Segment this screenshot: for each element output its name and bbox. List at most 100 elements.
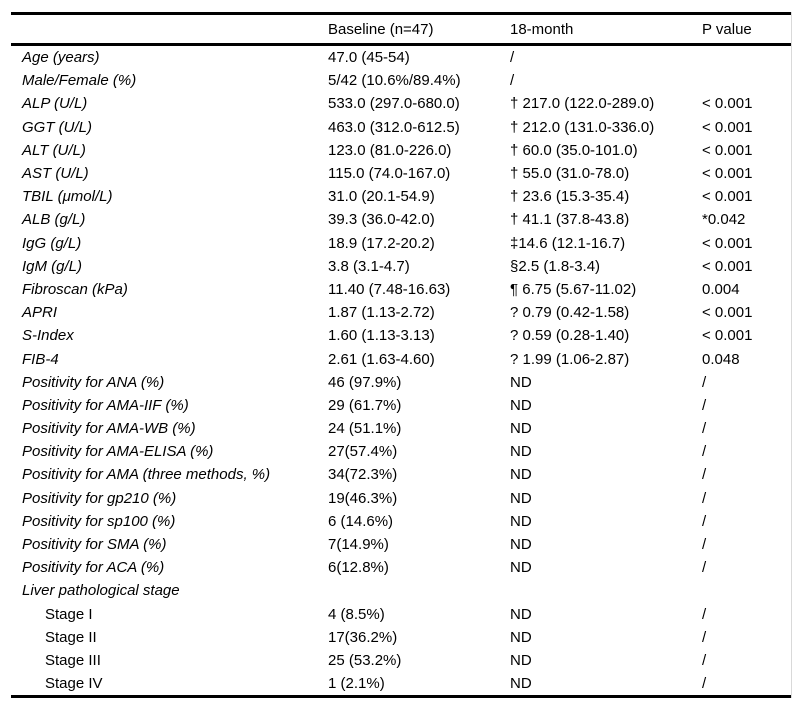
row-label: Positivity for AMA-IIF (%)	[22, 396, 189, 414]
month-cell: ? 0.79 (0.42-1.58)	[510, 304, 630, 322]
baseline-cell: 115.0 (74.0-167.0)	[328, 165, 451, 183]
month-cell: ND	[510, 512, 532, 530]
baseline-cell: 18.9 (17.2-20.2)	[328, 234, 435, 252]
row-label: Stage I	[45, 605, 93, 623]
table-right-edge-line	[791, 12, 792, 699]
table-row: Positivity for gp210 (%) 19(46.3%) ND /	[11, 487, 792, 510]
month-cell: ? 1.99 (1.06-2.87)	[510, 350, 630, 368]
month-cell: † 212.0 (131.0-336.0)	[510, 118, 655, 136]
row-label: Positivity for ACA (%)	[22, 559, 165, 577]
row-label: IgG (g/L)	[22, 234, 82, 252]
row-label: Liver pathological stage	[22, 582, 180, 600]
header-p-value: P value	[702, 20, 752, 38]
month-cell: ND	[510, 466, 532, 484]
pvalue-cell: < 0.001	[702, 257, 753, 275]
month-cell: ND	[510, 489, 532, 507]
row-label: ALB (g/L)	[22, 211, 86, 229]
row-label: Stage III	[45, 651, 101, 669]
baseline-cell: 31.0 (20.1-54.9)	[328, 188, 435, 206]
baseline-cell: 5/42 (10.6%/89.4%)	[328, 72, 461, 90]
baseline-cell: 19(46.3%)	[328, 489, 398, 507]
row-label: TBIL (μmol/L)	[22, 188, 113, 206]
header-18-month: 18-month	[510, 20, 574, 38]
row-label: AST (U/L)	[22, 165, 89, 183]
pvalue-cell: /	[702, 512, 707, 530]
row-label: Stage II	[45, 628, 97, 646]
baseline-cell: 3.8 (3.1-4.7)	[328, 257, 410, 275]
pvalue-cell: /	[702, 536, 707, 554]
baseline-cell: 39.3 (36.0-42.0)	[328, 211, 435, 229]
row-label: Positivity for sp100 (%)	[22, 512, 176, 530]
row-label: FIB-4	[22, 350, 59, 368]
table-row: Stage III 25 (53.2%) ND /	[11, 649, 792, 672]
table-row: Age (years) 47.0 (45-54) /	[11, 46, 792, 69]
month-cell: ? 0.59 (0.28-1.40)	[510, 327, 630, 345]
pvalue-cell: 0.048	[702, 350, 740, 368]
table-bottom-rule	[11, 695, 792, 699]
month-cell: ¶ 6.75 (5.67-11.02)	[510, 280, 637, 298]
baseline-cell: 46 (97.9%)	[328, 373, 402, 391]
row-label: Positivity for AMA (three methods, %)	[22, 466, 271, 484]
baseline-cell: 47.0 (45-54)	[328, 49, 410, 67]
table-row: ALP (U/L) 533.0 (297.0-680.0) † 217.0 (122…	[11, 92, 792, 115]
pvalue-cell: < 0.001	[702, 165, 753, 183]
row-label: Age (years)	[22, 49, 100, 67]
row-label: GGT (U/L)	[22, 118, 92, 136]
table-row: Positivity for AMA-WB (%) 24 (51.1%) ND /	[11, 417, 792, 440]
pvalue-cell: < 0.001	[702, 95, 753, 113]
month-cell: ND	[510, 605, 532, 623]
table-row: Liver pathological stage	[11, 579, 792, 602]
table-row: IgG (g/L) 18.9 (17.2-20.2) ‡14.6 (12.1-16.…	[11, 232, 792, 255]
baseline-cell: 1.87 (1.13-2.72)	[328, 304, 435, 322]
table-top-rule	[11, 12, 792, 15]
row-label: Male/Female (%)	[22, 72, 137, 90]
baseline-cell: 6(12.8%)	[328, 559, 389, 577]
month-cell: ND	[510, 396, 532, 414]
pvalue-cell: < 0.001	[702, 118, 753, 136]
table-row: Fibroscan (kPa) 11.40 (7.48-16.63) ¶ 6.75 …	[11, 278, 792, 301]
row-label: ALT (U/L)	[22, 141, 86, 159]
baseline-cell: 11.40 (7.48-16.63)	[328, 280, 451, 298]
table-row: Positivity for ANA (%) 46 (97.9%) ND /	[11, 371, 792, 394]
table-row: GGT (U/L) 463.0 (312.0-612.5) † 212.0 (131…	[11, 116, 792, 139]
pvalue-cell: < 0.001	[702, 188, 753, 206]
table-row: Positivity for AMA (three methods, %) 34(…	[11, 463, 792, 486]
table-row: FIB-4 2.61 (1.63-4.60) ? 1.99 (1.06-2.87) 0…	[11, 347, 792, 370]
table-row: Male/Female (%) 5/42 (10.6%/89.4%) /	[11, 69, 792, 92]
row-label: Positivity for ANA (%)	[22, 373, 165, 391]
baseline-cell: 27(57.4%)	[328, 443, 398, 461]
baseline-cell: 29 (61.7%)	[328, 396, 402, 414]
baseline-cell: 7(14.9%)	[328, 536, 389, 554]
table-row: Positivity for ACA (%) 6(12.8%) ND /	[11, 556, 792, 579]
month-cell: §2.5 (1.8-3.4)	[510, 257, 601, 275]
month-cell: ND	[510, 675, 532, 693]
pvalue-cell: /	[702, 373, 707, 391]
baseline-cell: 25 (53.2%)	[328, 651, 402, 669]
baseline-cell: 1.60 (1.13-3.13)	[328, 327, 435, 345]
table-row: IgM (g/L) 3.8 (3.1-4.7) §2.5 (1.8-3.4) < 0.…	[11, 255, 792, 278]
month-cell: ND	[510, 420, 532, 438]
table-row: Positivity for AMA-ELISA (%) 27(57.4%) ND /	[11, 440, 792, 463]
month-cell: ND	[510, 559, 532, 577]
pvalue-cell: 0.004	[702, 280, 740, 298]
clinical-results-table: Baseline (n=47) 18-month P value Age (ye…	[11, 12, 792, 699]
month-cell: ND	[510, 536, 532, 554]
row-label: ALP (U/L)	[22, 95, 88, 113]
month-cell: ND	[510, 651, 532, 669]
table-row: Stage II 17(36.2%) ND /	[11, 626, 792, 649]
baseline-cell: 24 (51.1%)	[328, 420, 402, 438]
table-rows: Age (years) 47.0 (45-54) / Male/Female (%) 5…	[11, 46, 792, 695]
table-row: TBIL (μmol/L) 31.0 (20.1-54.9) † 23.6 (15.…	[11, 185, 792, 208]
month-cell: † 217.0 (122.0-289.0)	[510, 95, 655, 113]
baseline-cell: 17(36.2%)	[328, 628, 398, 646]
row-label: Positivity for gp210 (%)	[22, 489, 177, 507]
table-row: Positivity for sp100 (%) 6 (14.6%) ND /	[11, 510, 792, 533]
table-row: AST (U/L) 115.0 (74.0-167.0) † 55.0 (31.0-…	[11, 162, 792, 185]
row-label: Positivity for AMA-ELISA (%)	[22, 443, 214, 461]
month-cell: † 41.1 (37.8-43.8)	[510, 211, 630, 229]
baseline-cell: 1 (2.1%)	[328, 675, 385, 693]
pvalue-cell: /	[702, 396, 707, 414]
pvalue-cell: /	[702, 651, 707, 669]
table-row: S-Index 1.60 (1.13-3.13) ? 0.59 (0.28-1.40…	[11, 324, 792, 347]
